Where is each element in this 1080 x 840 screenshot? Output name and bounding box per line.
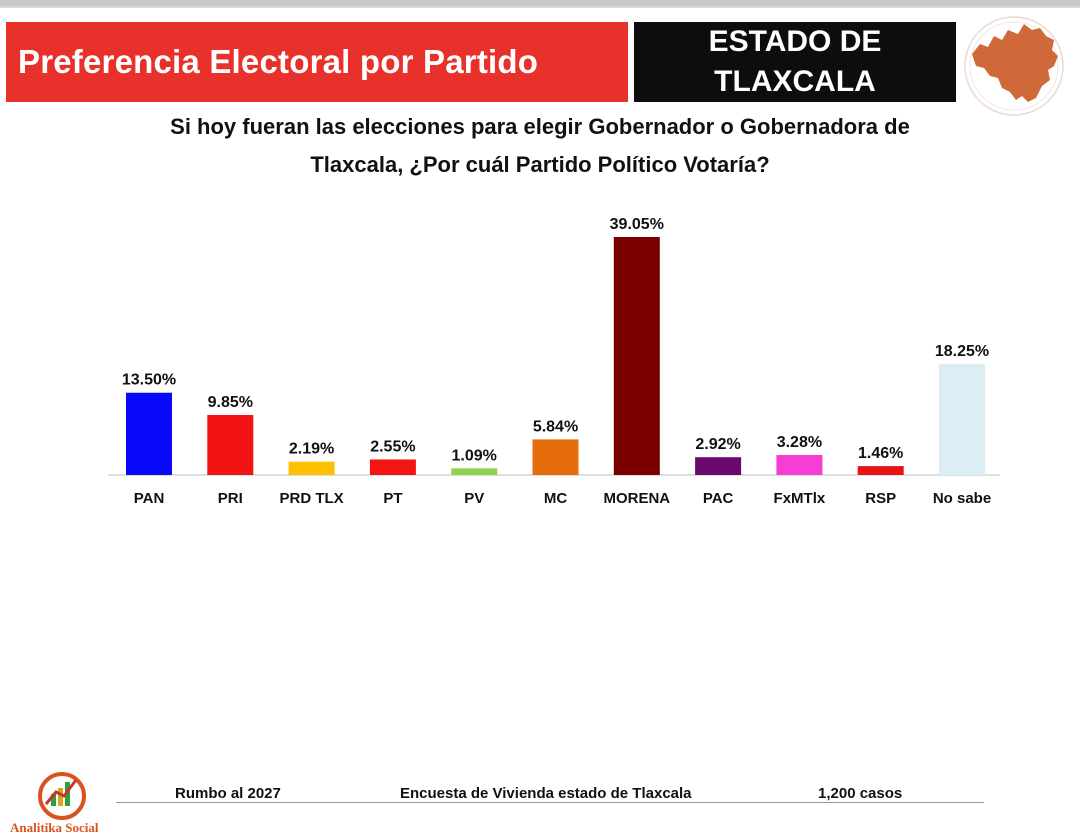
bar-pri xyxy=(207,414,254,475)
footer-divider xyxy=(116,802,984,803)
slide: Preferencia Electoral por Partido ESTADO… xyxy=(0,8,1080,840)
x-tick-label-pan: PAN xyxy=(134,490,165,507)
footer-left-text: Rumbo al 2027 xyxy=(175,785,281,802)
x-tick-label-fxmtlx: FxMTlx xyxy=(774,490,826,507)
bar-morena xyxy=(613,237,660,475)
data-label-pt: 2.55% xyxy=(370,438,415,455)
question-line-2: Tlaxcala, ¿Por cuál Partido Político Vot… xyxy=(310,152,770,177)
x-tick-label-pv: PV xyxy=(464,490,484,507)
data-label-mc: 5.84% xyxy=(533,418,578,435)
data-label-pan: 13.50% xyxy=(122,372,176,389)
x-tick-label-mc: MC xyxy=(544,490,567,507)
data-label-fxmtlx: 3.28% xyxy=(777,434,822,451)
x-tick-label-pri: PRI xyxy=(218,490,243,507)
data-label-rsp: 1.46% xyxy=(858,445,903,462)
x-tick-label-pac: PAC xyxy=(703,490,734,507)
survey-question: Si hoy fueran las elecciones para elegir… xyxy=(40,108,1040,184)
state-line-1: ESTADO DE xyxy=(708,25,882,58)
x-tick-label-pt: PT xyxy=(383,490,402,507)
bar-pan xyxy=(126,392,172,475)
bar-chart: 13.50% PAN 9.85% PRI 2.19% PRD TLX 2.55% PT 1.09… xyxy=(108,216,1000,507)
bar-rsp xyxy=(857,466,904,475)
bar-pac xyxy=(695,457,742,475)
logo-text: Analitika Social xyxy=(10,820,99,835)
data-label-morena: 39.05% xyxy=(610,216,664,233)
question-line-1: Si hoy fueran las elecciones para elegir… xyxy=(170,114,910,139)
bar-pt xyxy=(369,459,416,475)
title-banner: Preferencia Electoral por Partido xyxy=(6,22,628,102)
state-line-2: TLAXCALA xyxy=(714,65,876,98)
footer-right-text: 1,200 casos xyxy=(818,785,903,802)
analitika-logo-icon xyxy=(38,772,86,820)
bar-fxmtlx xyxy=(776,455,823,475)
data-label-prd-tlx: 2.19% xyxy=(289,441,334,458)
page-title: Preferencia Electoral por Partido xyxy=(18,43,539,80)
state-banner: ESTADO DE TLAXCALA xyxy=(634,22,956,102)
data-label-pac: 2.92% xyxy=(695,436,740,453)
data-label-no-sabe: 18.25% xyxy=(935,343,989,360)
bar-no-sabe xyxy=(939,363,985,475)
footer-center-text: Encuesta de Vivienda estado de Tlaxcala xyxy=(400,785,692,802)
bar-pv xyxy=(451,468,498,475)
x-tick-label-prd-tlx: PRD TLX xyxy=(280,490,344,507)
tlaxcala-map-icon xyxy=(964,16,1064,116)
x-tick-label-no-sabe: No sabe xyxy=(933,490,991,507)
bar-prd-tlx xyxy=(288,461,335,475)
x-tick-label-morena: MORENA xyxy=(603,490,670,507)
data-label-pv: 1.09% xyxy=(452,447,497,464)
x-tick-label-rsp: RSP xyxy=(865,490,896,507)
top-strip xyxy=(0,0,1080,6)
bar-mc xyxy=(532,439,579,475)
data-label-pri: 9.85% xyxy=(208,394,253,411)
